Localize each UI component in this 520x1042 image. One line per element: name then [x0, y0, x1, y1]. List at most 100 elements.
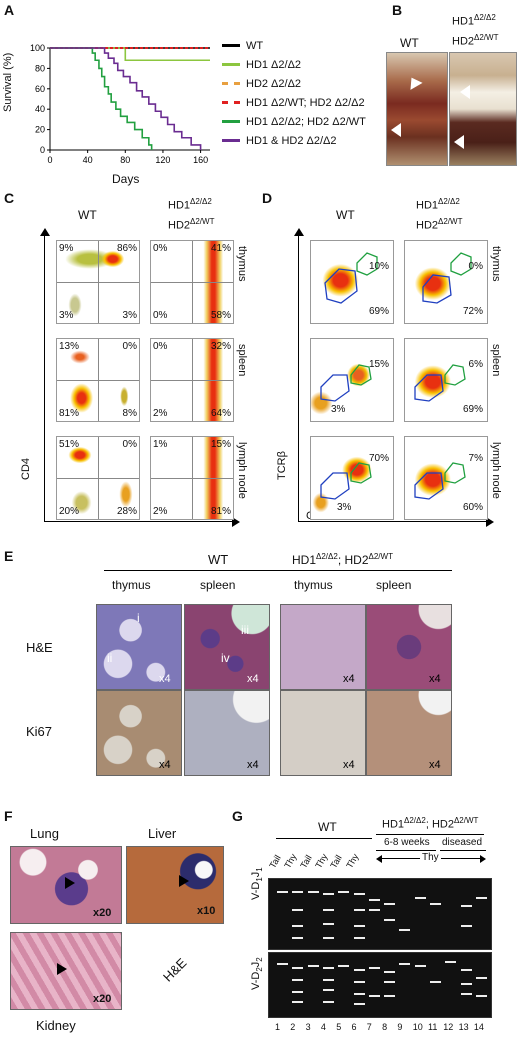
arrowhead-icon [57, 963, 67, 975]
lane-number: 4 [320, 1022, 326, 1032]
wt-thymus-he: i ii x4 [96, 604, 182, 690]
lane-number: 1 [275, 1022, 281, 1032]
col-thymus-mut: thymus [294, 578, 333, 592]
gel-band [277, 891, 288, 893]
quadrant-hline [57, 282, 139, 283]
legend-label: WT [246, 39, 264, 52]
arrowhead-icon [65, 877, 75, 889]
gel-band [353, 893, 365, 895]
genotype-hd1: HD1 [382, 818, 405, 831]
gate-percent: 15% [368, 359, 389, 370]
age-6-8-weeks: 6-8 weeks [384, 837, 430, 848]
row1-vd: V-D [250, 881, 262, 900]
row1-j: J [250, 871, 262, 878]
gel-vd2j2 [268, 952, 492, 1018]
x-tick-label: 0 [47, 155, 52, 165]
gate-percent: 60% [462, 502, 483, 513]
x-tick-label: 160 [193, 155, 208, 165]
gel-band [307, 891, 319, 893]
genotype-hd2: HD2 [452, 35, 475, 48]
wt-cd4cd8-plot: 51% 0% 20% 28% [56, 436, 140, 520]
age2-divider [440, 850, 486, 851]
gate-percent: 0% [468, 261, 483, 272]
mutant-divider [282, 570, 452, 571]
tissue-label: lymph node [490, 442, 502, 499]
magnification: x4 [247, 673, 259, 685]
genotype-hd2: ; HD2 [337, 553, 369, 567]
panel-label-d: D [262, 190, 273, 206]
quadrant-percent: 1% [153, 439, 168, 450]
cd8-axis [44, 521, 234, 522]
gate-percent: 10% [368, 261, 389, 272]
row1-sub1: 1 [255, 877, 265, 882]
gel-band [322, 937, 334, 939]
genotype-hd1: HD1 [168, 199, 191, 212]
wt-cd4cd8-plot: 9% 86% 3% 3% [56, 240, 140, 324]
magnification: x4 [159, 759, 171, 771]
tissue-label: spleen [236, 344, 248, 377]
mut-thymus-ki67: x4 [280, 690, 366, 776]
label-liver: Liver [148, 826, 177, 841]
gel-band [460, 925, 472, 927]
magnification: x4 [429, 759, 441, 771]
genotype-hd2-sup: Δ2/WT [474, 32, 499, 42]
magnification: x20 [93, 993, 112, 1005]
cd5-gate [324, 268, 358, 304]
arrowhead-icon [460, 85, 470, 99]
mut-thymus-he: x4 [280, 604, 366, 690]
arrowhead-icon [405, 74, 423, 90]
legend-swatch [222, 101, 240, 104]
arrow-left-icon [376, 855, 382, 863]
wt-tcrb-cd5-plot: 70% 3% [310, 436, 394, 520]
gel-band [384, 903, 396, 905]
survival-chart: 100 80 60 40 20 00 40 80 120 160 [30, 43, 210, 165]
quadrant-hline [57, 478, 139, 479]
gel-band [307, 965, 319, 967]
y-tick-label: 40 [35, 104, 45, 114]
lane-number: 14 [473, 1022, 484, 1032]
y-tick-label: 100 [30, 43, 45, 53]
quadrant-percent: 9% [59, 243, 74, 254]
panel-a-ylabel: Survival (%) [2, 13, 14, 112]
panel-c-wt: WT [78, 208, 97, 222]
panel-label-c: C [4, 190, 15, 206]
legend-swatch [222, 139, 240, 142]
gate-overlay [422, 252, 472, 304]
gel-band [353, 981, 365, 983]
row-he: H&E [26, 640, 53, 655]
age-diseased: diseased [442, 837, 483, 848]
gate-overlay [414, 462, 466, 500]
liver-micrograph: x10 [126, 846, 224, 924]
gel-band [384, 919, 396, 921]
panel-d-genotype: HD1Δ2/Δ2 HD2Δ2/WT [416, 194, 462, 233]
panel-c-ylabel: CD4 [20, 457, 32, 480]
gel-band [353, 937, 365, 939]
genotype-hd2-sup: Δ2/WT [453, 816, 479, 825]
quadrant-percent: 64% [210, 408, 231, 419]
gate-percent: 6% [468, 359, 483, 370]
tcrb-gate [450, 252, 472, 276]
mut-spleen-ki67: x4 [366, 690, 452, 776]
region-ii: ii [107, 651, 113, 665]
col-thymus-wt: thymus [112, 578, 151, 592]
tcrb-gate [444, 364, 466, 386]
wt-thymus-ki67: x4 [96, 690, 182, 776]
lane-number: 11 [428, 1022, 438, 1032]
wt-tcrb-cd5-plot: 10% 69% [310, 240, 394, 324]
genotype-hd1: HD1 [416, 199, 439, 212]
gel-band [322, 989, 334, 991]
gate-percent: 69% [368, 306, 389, 317]
cd5-gate [320, 374, 350, 402]
magnification: x4 [159, 673, 171, 685]
gel-band [322, 893, 334, 895]
arrowhead-icon [391, 123, 401, 137]
region-iv: iv [221, 651, 230, 665]
tcrb-gate [444, 462, 466, 484]
lane-number: 5 [336, 1022, 342, 1032]
gel-band [368, 995, 380, 997]
arrowhead-icon [454, 135, 464, 149]
gel-band [292, 909, 304, 911]
legend-label: HD1 Δ2/Δ2; HD2 Δ2/WT [246, 115, 366, 128]
quadrant-percent: 51% [59, 439, 80, 450]
gate-percent: 3% [331, 404, 346, 415]
